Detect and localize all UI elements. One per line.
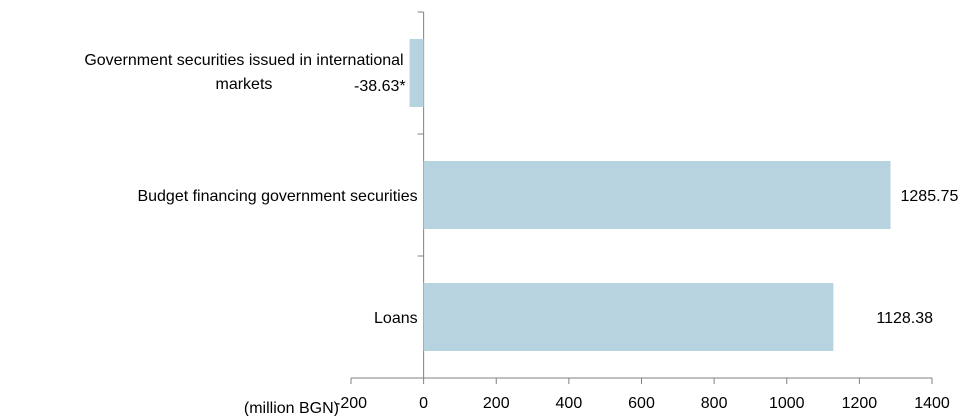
value-tick-label: 400 [556,395,583,412]
bar [423,283,834,351]
value-tick-label: 0 [419,395,428,412]
value-tick-label: 1000 [769,395,805,412]
value-tick-label: 1400 [914,395,950,412]
category-label: Government securities issued in internat… [84,52,403,93]
value-tick-label: 600 [628,395,655,412]
value-tick-label: 800 [701,395,728,412]
value-axis: -200 0 200 400 600 800 1000 1200 1400 [335,377,950,412]
bar [409,39,424,107]
data-label: 1285.75 [901,188,959,205]
category-label: Budget financing government securities [137,188,417,205]
value-tick-label: 1200 [842,395,878,412]
bar [423,161,891,229]
value-tick-label: 200 [483,395,510,412]
category-label: Loans [374,310,418,327]
data-label: -38.63* [354,78,406,95]
x-axis-unit-label: (million BGN) [244,400,339,416]
bar-series [409,39,891,351]
data-label: 1128.38 [876,310,933,327]
category-labels: Government securities issued in internat… [84,52,417,327]
value-tick-label: -200 [335,395,367,412]
data-labels: -38.63* 1285.75 1128.38 [354,78,958,327]
